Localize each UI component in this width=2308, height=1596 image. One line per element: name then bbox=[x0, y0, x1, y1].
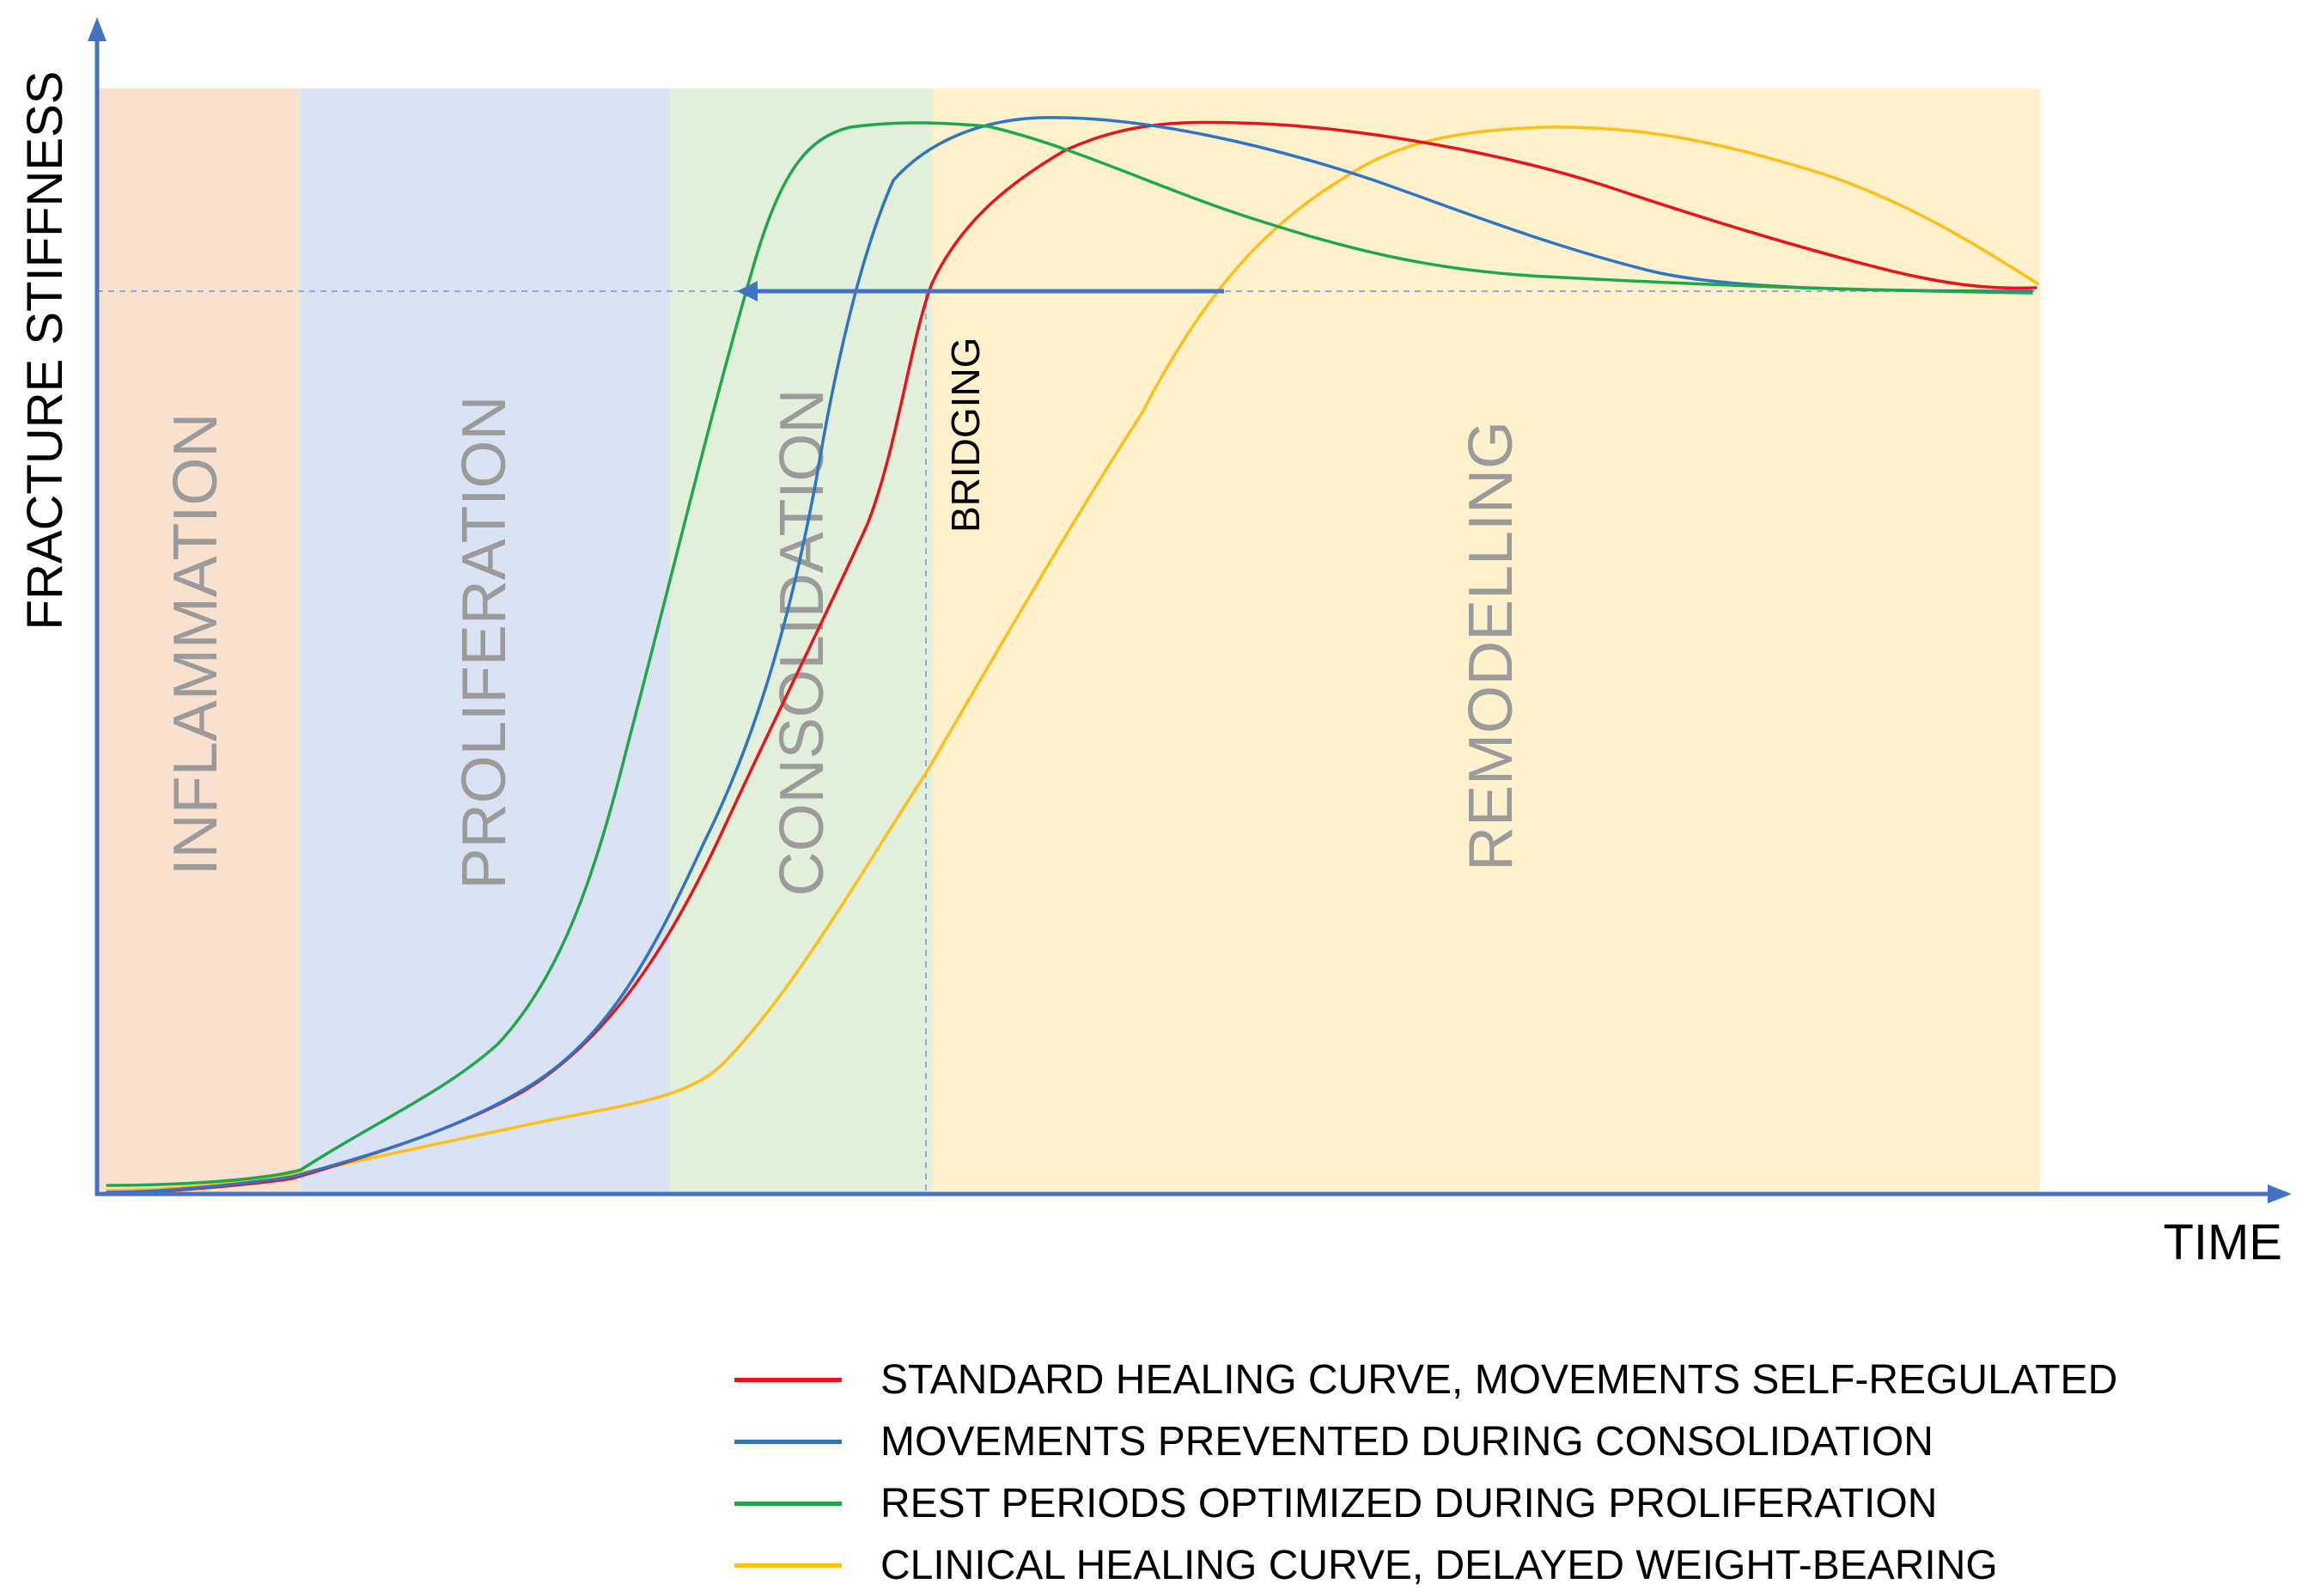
legend-label: REST PERIODS OPTIMIZED DURING PROLIFERAT… bbox=[880, 1480, 1938, 1526]
series-line-rest-periods-proliferation bbox=[106, 121, 2033, 1187]
legend-swatch-rest bbox=[734, 1501, 842, 1506]
phase-band-consolidation bbox=[670, 88, 932, 1193]
legend-item: STANDARD HEALING CURVE, MOVEMENTS SELF-R… bbox=[734, 1349, 2308, 1410]
x-axis-title: TIME bbox=[2163, 1215, 2282, 1270]
x-axis-arrowhead bbox=[2268, 1185, 2292, 1203]
legend-item: REST PERIODS OPTIMIZED DURING PROLIFERAT… bbox=[734, 1472, 2308, 1534]
legend-swatch-clinical bbox=[734, 1562, 842, 1568]
legend-item: MOVEMENTS PREVENTED DURING CONSOLIDATION bbox=[734, 1410, 2308, 1472]
phase-label-remodelling: REMODELLING bbox=[1457, 421, 1525, 871]
legend-label: CLINICAL HEALING CURVE, DELAYED WEIGHT-B… bbox=[880, 1542, 1998, 1588]
phase-label-proliferation: PROLIFERATION bbox=[450, 396, 519, 890]
legend-label: STANDARD HEALING CURVE, MOVEMENTS SELF-R… bbox=[880, 1356, 2118, 1403]
y-axis-arrowhead bbox=[88, 17, 107, 41]
series-line-clinical-delayed-weight-bearing bbox=[106, 125, 2039, 1192]
phase-band-inflammation bbox=[97, 88, 301, 1193]
legend-swatch-standard bbox=[734, 1377, 842, 1382]
legend: STANDARD HEALING CURVE, MOVEMENTS SELF-R… bbox=[734, 1349, 2308, 1596]
series-line-movements-prevented-consolidation bbox=[106, 116, 2033, 1194]
bridging-arrow-head bbox=[737, 281, 758, 302]
phase-band-proliferation bbox=[301, 88, 670, 1193]
legend-item: CLINICAL HEALING CURVE, DELAYED WEIGHT-B… bbox=[734, 1534, 2308, 1596]
y-axis-title: FRACTURE STIFFNESS bbox=[17, 71, 73, 630]
phase-label-inflammation: INFLAMMATION bbox=[161, 413, 230, 876]
bridging-label: BRIDGING bbox=[943, 338, 988, 533]
legend-label: MOVEMENTS PREVENTED DURING CONSOLIDATION bbox=[880, 1418, 1933, 1465]
legend-swatch-prevented bbox=[734, 1439, 842, 1444]
